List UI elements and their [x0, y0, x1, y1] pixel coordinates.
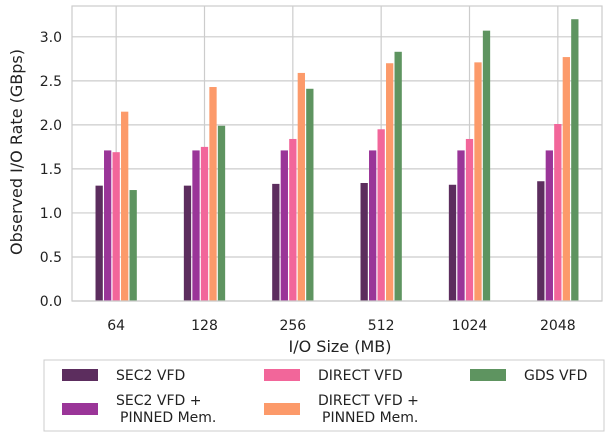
- bar-4-2048: [571, 19, 579, 302]
- bar-2-512: [377, 129, 385, 301]
- legend-label-1: SEC2 VFD + PINNED Mem.: [116, 393, 216, 426]
- y-tick-label: 3.0: [40, 30, 62, 46]
- bar-0-1024: [448, 184, 457, 301]
- bar-0-256: [272, 183, 280, 301]
- bar-4-128: [217, 125, 226, 301]
- bar-0-64: [95, 185, 103, 301]
- bar-4-64: [129, 190, 137, 301]
- legend-swatch-4: [470, 369, 506, 381]
- y-axis-title: Observed I/O Rate (GBps): [7, 49, 26, 255]
- legend-label-2: DIRECT VFD: [318, 368, 403, 384]
- grid: [72, 6, 602, 302]
- bar-4-1024: [482, 30, 491, 302]
- bar-0-512: [360, 183, 368, 301]
- bar-1-64: [104, 150, 112, 301]
- legend-swatch-3: [264, 403, 300, 415]
- bar-1-256: [280, 150, 288, 301]
- legend-swatch-0: [62, 369, 98, 381]
- bar-3-2048: [562, 57, 570, 301]
- legend-label-0: SEC2 VFD: [116, 368, 185, 384]
- x-tick-label: 1024: [452, 318, 488, 334]
- x-tick-label: 2048: [540, 318, 576, 334]
- x-tick-label: 256: [279, 318, 306, 334]
- bar-1-2048: [545, 150, 553, 301]
- axes: 0.0 0.5 1.0 1.5 2.0 2.5 3.0 64 128 256 512 1024 2048: [40, 5, 603, 334]
- bar-0-128: [183, 185, 192, 301]
- bar-3-64: [121, 111, 129, 302]
- bar-2-64: [112, 152, 120, 301]
- bar-4-256: [306, 88, 314, 301]
- legend-label-4: GDS VFD: [524, 368, 587, 384]
- plot-frame: [71, 5, 603, 302]
- legend-swatch-2: [264, 369, 300, 381]
- y-tick-label: 0.5: [40, 250, 62, 266]
- x-tick-label: 64: [107, 318, 125, 334]
- legend-frame: [43, 359, 605, 432]
- x-tick-label: 512: [368, 318, 395, 334]
- legend-label-3: DIRECT VFD + PINNED Mem.: [318, 393, 419, 426]
- legend-swatch-1: [62, 403, 98, 415]
- x-tick-label: 128: [191, 318, 218, 334]
- bar-3-1024: [474, 62, 482, 301]
- bar-1-512: [369, 150, 377, 301]
- x-axis-title: I/O Size (MB): [289, 337, 392, 356]
- bar-3-256: [297, 72, 305, 301]
- bar-1-1024: [457, 150, 465, 301]
- bar-1-128: [192, 150, 200, 301]
- bar-2-2048: [554, 124, 562, 301]
- legend: SEC2 VFD SEC2 VFD + PINNED Mem. DIRECT VFD D…: [43, 359, 605, 432]
- y-tick-label: 2.5: [40, 74, 62, 90]
- bar-2-1024: [465, 138, 474, 301]
- bar-2-128: [200, 146, 209, 301]
- bar-3-512: [386, 63, 394, 302]
- bar-3-128: [209, 87, 217, 301]
- bar-2-256: [289, 138, 297, 301]
- y-tick-label: 1.5: [40, 162, 62, 178]
- bar-0-2048: [537, 181, 545, 301]
- y-tick-label: 0.0: [40, 294, 62, 310]
- y-tick-label: 2.0: [40, 118, 62, 134]
- y-tick-label: 1.0: [40, 206, 62, 222]
- bar-4-512: [394, 51, 402, 301]
- bars: [95, 19, 579, 302]
